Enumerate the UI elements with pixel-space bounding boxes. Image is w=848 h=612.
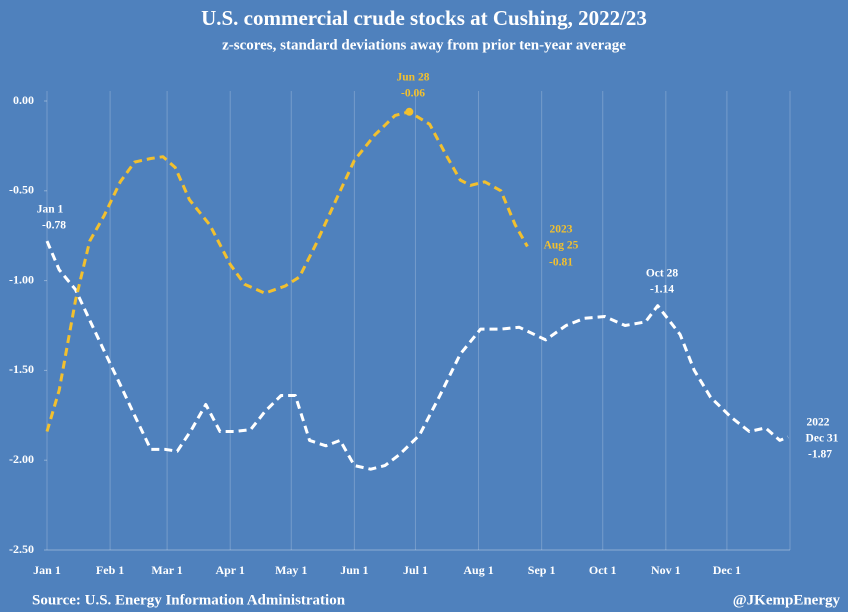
x-tick-label: Aug 1 [463,563,493,577]
source: Source: U.S. Energy Information Administ… [32,592,346,608]
annotation: Aug 25 [544,240,579,252]
annotation: 2023 [550,224,573,236]
x-tick-label: Jan 1 [33,563,61,577]
annotation: -1.14 [650,284,674,296]
annotation: Jun 28 [397,72,430,84]
annotation: -0.81 [549,257,573,269]
line-series [45,240,789,471]
y-tick-label: -0.50 [9,183,34,197]
y-tick-label: 0.00 [13,93,34,107]
annotation: -1.87 [808,449,832,461]
credit: @JKempEnergy [733,592,841,608]
annotation: Oct 28 [646,268,679,280]
annotation: -0.78 [42,220,66,232]
line-series [45,110,529,432]
x-tick-label: Jul 1 [403,563,428,577]
annotation: Jan 1 [37,204,64,216]
annotation: Dec 31 [806,433,839,445]
x-tick-label: Jun 1 [340,563,368,577]
grid: 0.00 -0.50 -1.00 -1.50 -2.00 -2.50 Jan 1 Feb 1 M… [9,91,791,577]
x-tick-label: Apr 1 [215,563,244,577]
annotation: 2022 [807,417,830,429]
chart-title: U.S. commercial crude stocks at Cushing,… [201,6,647,30]
chart-subtitle: z-scores, standard deviations away from … [222,37,626,53]
y-tick-label: -1.50 [9,362,34,376]
x-tick-label: Sep 1 [528,563,556,577]
y-tick-label: -1.00 [9,272,34,286]
x-tick-label: Dec 1 [713,563,741,577]
y-tick-label: -2.50 [9,542,34,556]
y-tick-label: -2.00 [9,452,34,466]
plot [45,107,789,471]
x-tick-label: Feb 1 [96,563,124,577]
x-tick-label: May 1 [275,563,307,577]
annotation: -0.06 [401,88,425,100]
x-tick-label: Nov 1 [651,563,681,577]
x-tick-label: Oct 1 [589,563,617,577]
peak-marker [405,107,414,116]
x-tick-label: Mar 1 [151,563,182,577]
